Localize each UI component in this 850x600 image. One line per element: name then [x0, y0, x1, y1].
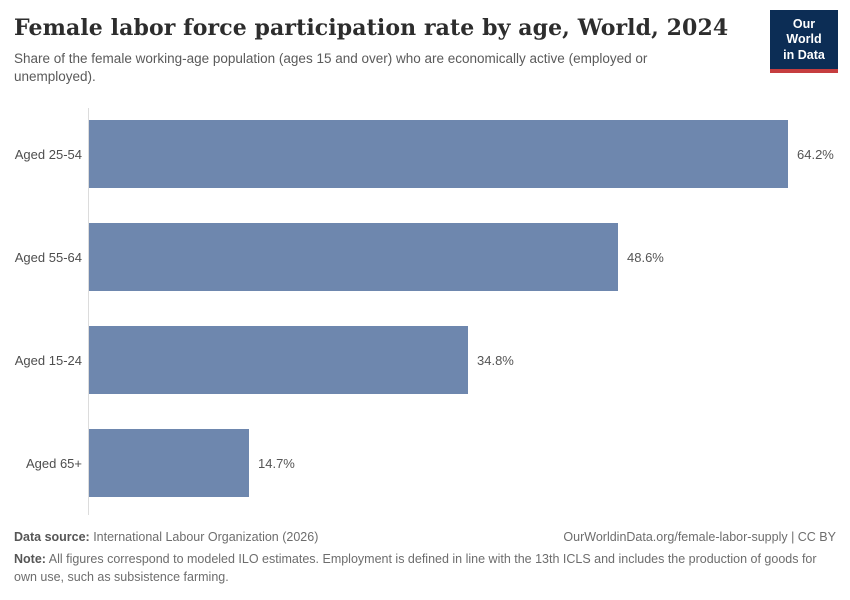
owid-logo: Our World in Data — [770, 10, 838, 73]
category-label: Aged 65+ — [25, 455, 82, 471]
chart-row: Aged 25-54 64.2% — [14, 120, 836, 189]
owid-url-link[interactable]: OurWorldinData.org/female-labor-supply |… — [563, 530, 836, 545]
value-label: 48.6% — [627, 249, 664, 265]
header: Female labor force participation rate by… — [14, 10, 838, 86]
bar — [89, 429, 249, 498]
chart-note: Note: All figures correspond to modeled … — [14, 551, 836, 586]
value-label: 14.7% — [258, 455, 295, 471]
footer: Data source: International Labour Organi… — [14, 530, 836, 586]
category-label: Aged 25-54 — [14, 146, 82, 162]
owid-logo-line2: in Data — [783, 47, 825, 62]
note-label: Note: — [14, 552, 46, 567]
bar-chart: Aged 25-54 64.2% Aged 55-64 48.6% Aged 15-24… — [14, 108, 836, 516]
y-axis-line — [88, 108, 89, 516]
bar — [89, 326, 468, 395]
value-label: 34.8% — [477, 352, 514, 368]
source-row: Data source: International Labour Organi… — [14, 530, 836, 544]
chart-row: Aged 55-64 48.6% — [14, 223, 836, 292]
data-source-text: International Labour Organization (2026) — [89, 530, 319, 545]
owid-logo-stripe — [770, 68, 838, 73]
data-source-label: Data source: — [14, 530, 90, 545]
value-label: 64.2% — [797, 146, 834, 162]
bar — [89, 120, 788, 189]
category-label: Aged 55-64 — [14, 249, 82, 265]
owid-logo-line1: Our World — [786, 17, 822, 47]
note-text: All figures correspond to modeled ILO es… — [14, 552, 817, 584]
chart-title: Female labor force participation rate by… — [14, 15, 729, 41]
chart-row: Aged 15-24 34.8% — [14, 326, 836, 395]
data-source: Data source: International Labour Organi… — [14, 530, 318, 544]
bar — [89, 223, 618, 292]
category-label: Aged 15-24 — [14, 352, 82, 368]
chart-row: Aged 65+ 14.7% — [14, 429, 836, 498]
chart-subtitle: Share of the female working-age populati… — [14, 51, 648, 85]
